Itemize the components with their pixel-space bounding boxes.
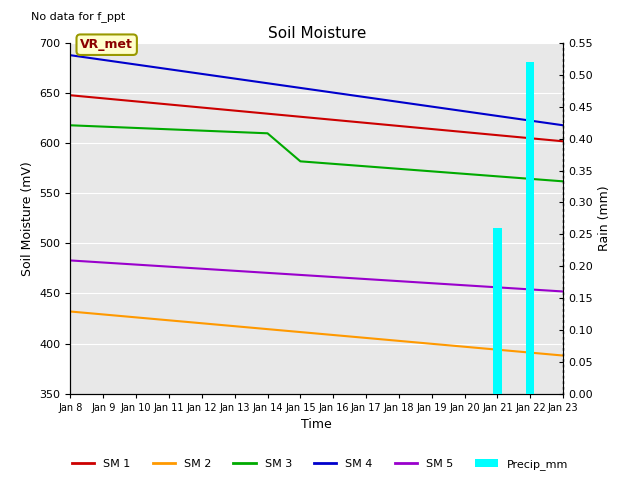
Y-axis label: Soil Moisture (mV): Soil Moisture (mV) xyxy=(21,161,34,276)
Bar xyxy=(526,62,534,394)
Title: Soil Moisture: Soil Moisture xyxy=(268,25,366,41)
Y-axis label: Rain (mm): Rain (mm) xyxy=(598,186,611,251)
X-axis label: Time: Time xyxy=(301,418,332,431)
Legend: SM 1, SM 2, SM 3, SM 4, SM 5, Precip_mm: SM 1, SM 2, SM 3, SM 4, SM 5, Precip_mm xyxy=(68,455,572,474)
Text: No data for f_ppt: No data for f_ppt xyxy=(31,11,125,22)
Bar xyxy=(493,228,502,394)
Text: VR_met: VR_met xyxy=(80,38,133,51)
